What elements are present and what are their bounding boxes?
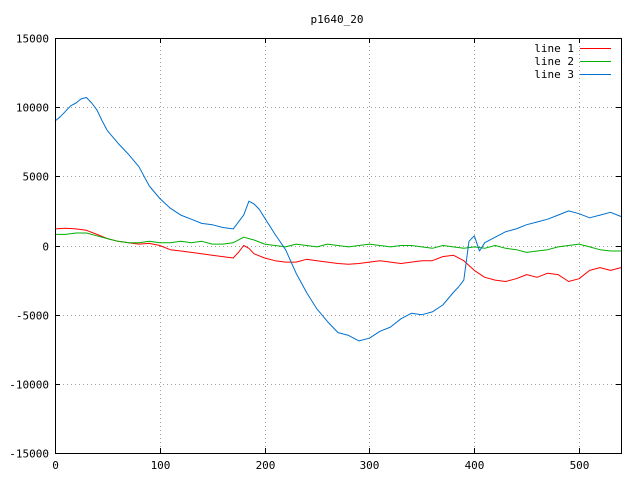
series-3-line bbox=[54, 97, 622, 342]
x-tick-label: 200 bbox=[256, 459, 276, 472]
y-tick-label: -5000 bbox=[16, 310, 49, 323]
y-tick-label: -15000 bbox=[9, 448, 49, 461]
x-tick-label: 100 bbox=[151, 459, 171, 472]
series-layer bbox=[54, 97, 622, 342]
x-tick-label: 0 bbox=[52, 459, 59, 472]
y-tick-label: 10000 bbox=[16, 102, 49, 115]
y-tick-label: 5000 bbox=[23, 171, 50, 184]
series-2-line bbox=[55, 232, 621, 253]
legend-label-2: line 2 bbox=[534, 55, 574, 68]
x-tick-label: 400 bbox=[465, 459, 485, 472]
plot-frame bbox=[55, 38, 622, 454]
legend-label-1: line 1 bbox=[534, 42, 574, 55]
y-tick-label: 15000 bbox=[16, 33, 49, 46]
y-tick-label: -10000 bbox=[9, 379, 49, 392]
y-tick-label: 0 bbox=[42, 241, 49, 254]
axis-ticks: 0 100 200 300 400 500 -15000 -10000 -5000 0 5000 10… bbox=[9, 33, 621, 472]
series-1-line bbox=[54, 227, 622, 282]
x-tick-label: 500 bbox=[570, 459, 590, 472]
legend-label-3: line 3 bbox=[534, 68, 574, 81]
chart-title: p1640_20 bbox=[311, 13, 364, 26]
x-tick-label: 300 bbox=[360, 459, 380, 472]
